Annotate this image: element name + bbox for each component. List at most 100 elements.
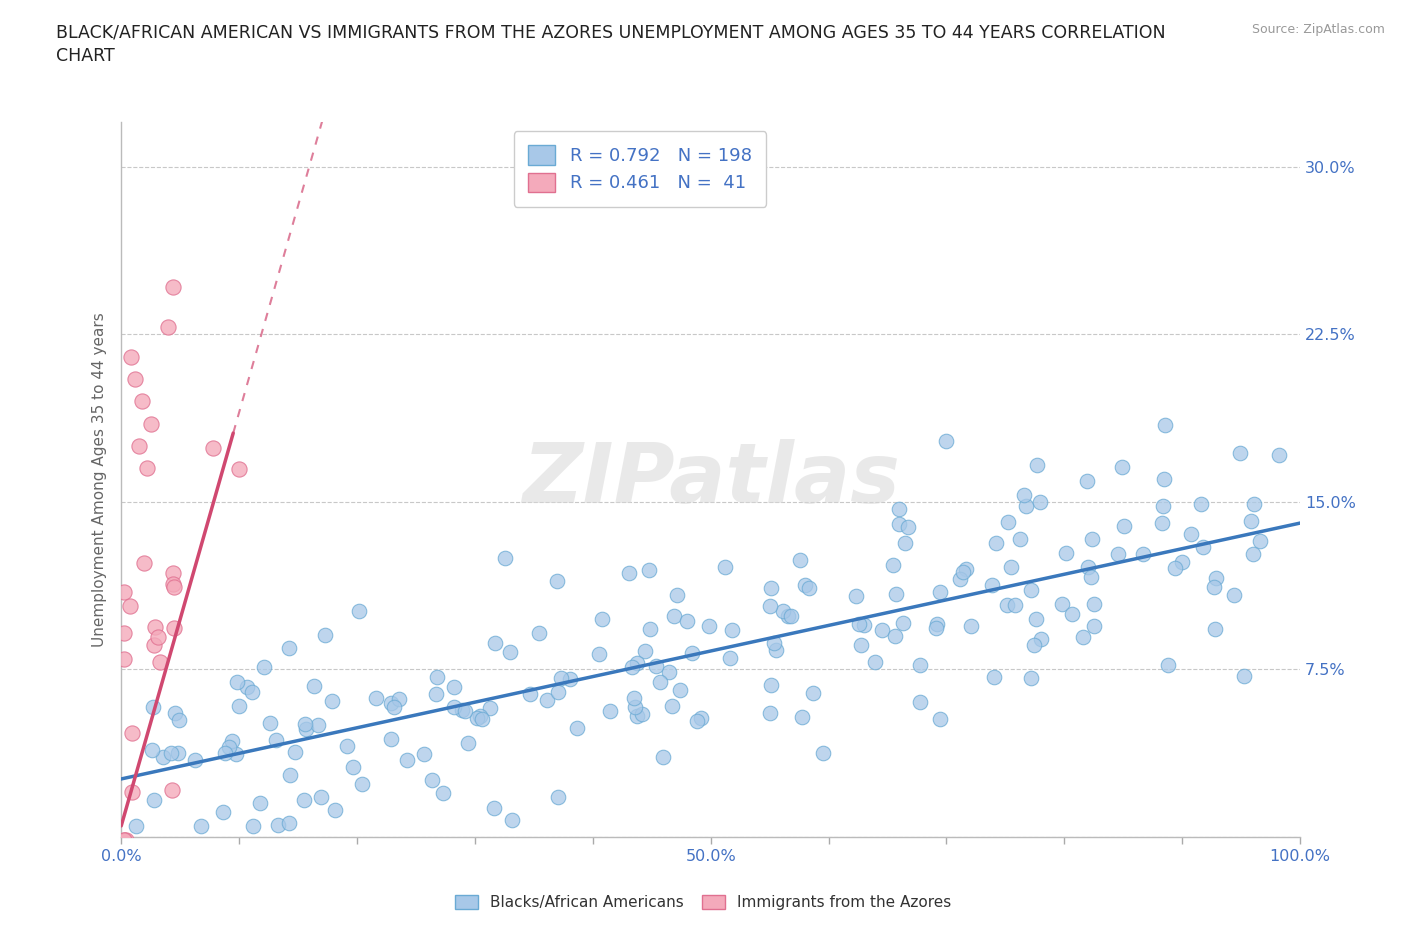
Point (163, 580, 186, 595)
Point (863, 654, 886, 669)
Point (935, 433, 957, 448)
Point (759, 580, 782, 595)
Point (652, 750, 675, 764)
Point (443, 679, 465, 694)
Point (115, 833, 138, 848)
Point (240, 684, 263, 699)
Point (304, 679, 326, 694)
Point (278, 767, 301, 782)
Point (1114, 519, 1136, 534)
Point (662, 609, 685, 624)
Point (395, 753, 418, 768)
Point (160, 783, 183, 798)
Point (167, 746, 190, 761)
Point (212, 804, 235, 819)
Point (118, 852, 141, 867)
Point (131, 393, 153, 408)
Point (546, 574, 568, 589)
Point (218, 739, 240, 754)
Point (848, 617, 870, 631)
Point (342, 759, 364, 774)
Point (884, 629, 907, 644)
Point (352, 777, 374, 791)
Point (720, 622, 742, 637)
Point (380, 731, 402, 746)
Legend: Blacks/African Americans, Immigrants from the Azores: Blacks/African Americans, Immigrants fro… (447, 887, 959, 918)
Point (676, 614, 699, 629)
Point (547, 789, 569, 804)
Point (1000, 560, 1022, 575)
Point (1054, 546, 1077, 561)
Point (152, 852, 174, 867)
Point (1008, 532, 1031, 547)
Point (955, 562, 977, 577)
Point (565, 721, 588, 736)
Point (336, 738, 359, 753)
Point (501, 812, 523, 827)
Point (897, 520, 920, 535)
Point (910, 658, 932, 672)
Point (631, 707, 654, 722)
Point (162, 577, 184, 591)
Point (129, 852, 152, 867)
Point (981, 578, 1004, 592)
Point (152, 750, 174, 764)
Point (278, 641, 301, 656)
Point (484, 635, 506, 650)
Point (929, 711, 952, 726)
Point (432, 786, 454, 801)
Point (121, 784, 143, 799)
Point (697, 619, 720, 634)
Point (1205, 571, 1227, 586)
Point (384, 699, 406, 714)
Point (366, 690, 388, 705)
Point (157, 320, 180, 335)
Point (136, 461, 159, 476)
Point (259, 715, 281, 730)
Point (1268, 447, 1291, 462)
Point (550, 671, 572, 685)
Point (267, 817, 290, 832)
Point (591, 612, 613, 627)
Point (1153, 472, 1175, 486)
Point (142, 793, 165, 808)
Point (780, 609, 803, 624)
Point (1132, 547, 1154, 562)
Point (321, 694, 343, 709)
Point (264, 733, 287, 748)
Point (454, 704, 477, 719)
Point (314, 628, 336, 643)
Point (983, 670, 1005, 684)
Point (1062, 607, 1084, 622)
Point (849, 638, 872, 653)
Point (925, 616, 948, 631)
Point (499, 644, 522, 659)
Point (426, 670, 449, 684)
Point (115, 852, 138, 867)
Point (1004, 598, 1026, 613)
Point (527, 626, 550, 641)
Y-axis label: Unemployment Among Ages 35 to 44 years: Unemployment Among Ages 35 to 44 years (93, 312, 107, 647)
Point (853, 618, 876, 632)
Point (225, 747, 247, 762)
Point (718, 651, 741, 666)
Point (626, 709, 648, 724)
Point (253, 660, 276, 675)
Point (495, 551, 517, 565)
Point (471, 711, 494, 726)
Point (1077, 560, 1099, 575)
Point (1083, 618, 1105, 633)
Point (799, 581, 821, 596)
Point (482, 801, 505, 816)
Point (295, 722, 318, 737)
Point (645, 658, 668, 673)
Point (167, 712, 190, 727)
Point (801, 685, 824, 700)
Point (599, 704, 621, 719)
Point (425, 687, 447, 702)
Point (1239, 514, 1261, 529)
Point (811, 746, 834, 761)
Point (146, 630, 169, 644)
Point (661, 698, 683, 713)
Point (1204, 622, 1226, 637)
